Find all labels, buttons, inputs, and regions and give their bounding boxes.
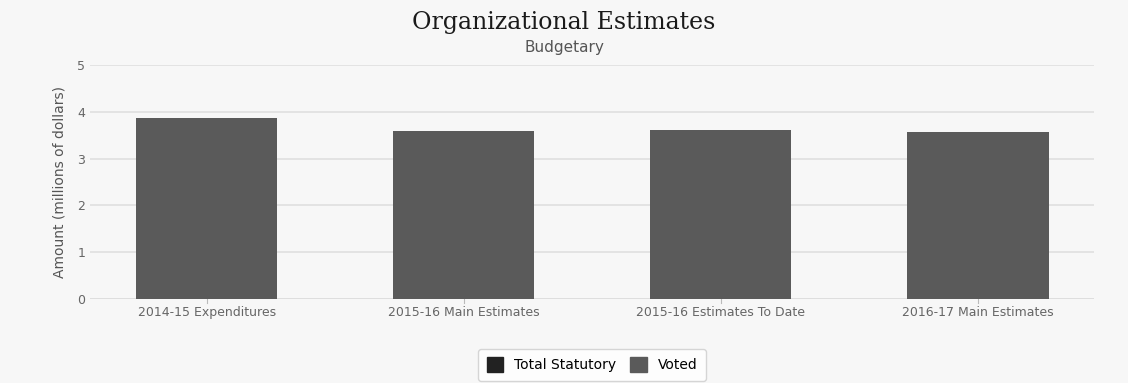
Bar bbox=[650, 129, 792, 299]
Bar bbox=[907, 132, 1049, 299]
Bar bbox=[393, 131, 535, 299]
Y-axis label: Amount (millions of dollars): Amount (millions of dollars) bbox=[52, 86, 67, 278]
Bar bbox=[135, 118, 277, 299]
Text: Budgetary: Budgetary bbox=[525, 40, 603, 56]
Text: Organizational Estimates: Organizational Estimates bbox=[413, 11, 715, 34]
Legend: Total Statutory, Voted: Total Statutory, Voted bbox=[478, 349, 706, 381]
